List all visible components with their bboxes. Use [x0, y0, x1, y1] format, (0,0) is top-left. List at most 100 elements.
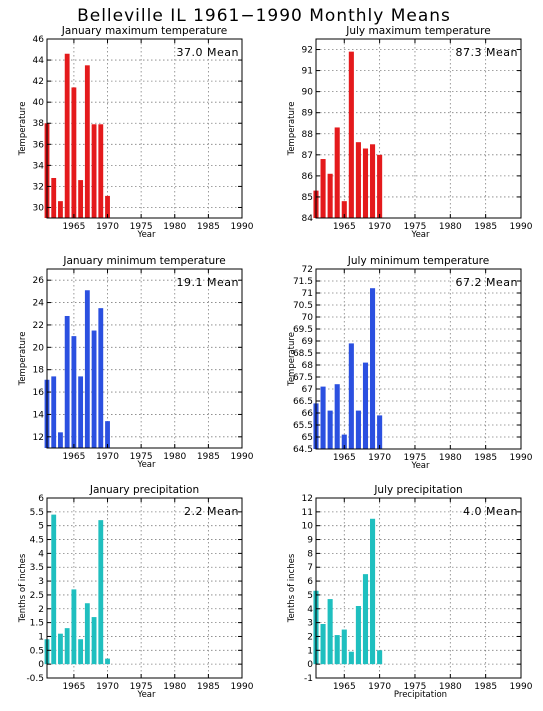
x-tick-label: 1990 [510, 222, 533, 232]
y-tick-label: 64.5 [293, 445, 313, 455]
x-tick-label: 1970 [96, 452, 119, 462]
y-tick-label: 44 [33, 56, 45, 66]
x-tick-label: 1975 [130, 222, 153, 232]
x-axis-label: Precipitation [394, 690, 447, 700]
chart-panel-jul-min-temp: 64.5 65 65.5 66 66.5 67 67.5 68 68.5 69 69.5 70 70.5… [287, 255, 533, 471]
y-tick-label: 90 [302, 88, 314, 98]
y-tick-label: 22 [33, 321, 44, 331]
bar-1966 [78, 180, 84, 218]
bar-1967 [84, 603, 90, 665]
y-tick-label: 14 [33, 410, 45, 420]
y-tick-label: 5 [307, 591, 313, 601]
y-tick-label: 66.5 [293, 397, 313, 407]
x-tick-label: 1990 [510, 453, 533, 463]
y-axis-label: Tenths of inches [287, 553, 297, 623]
y-tick-label: -1 [304, 674, 313, 684]
bar-1968 [362, 362, 369, 449]
y-axis-label: Temperature [18, 102, 28, 157]
bar-1966 [78, 639, 84, 665]
y-tick-label: 30 [33, 203, 45, 213]
y-tick-label: 72 [302, 265, 313, 275]
bar-1966 [348, 651, 354, 665]
plot-frame [46, 497, 243, 679]
y-tick-label: 70.5 [293, 301, 313, 311]
bar-1968 [91, 124, 97, 218]
bar-1970 [377, 154, 383, 218]
y-tick-label: 34 [33, 161, 45, 171]
x-tick-label: 1985 [474, 453, 497, 463]
chart-panel-jul-max-temp: 84 85 86 87 88 89 90 91 92 1965 1970 1975 1980 1985 19… [287, 25, 533, 240]
plot-frame [46, 268, 243, 449]
bar-1970 [105, 195, 110, 218]
x-tick-label: 1965 [62, 452, 85, 462]
x-tick-label: 1965 [333, 453, 356, 463]
x-tick-label: 1980 [439, 682, 462, 692]
y-tick-label: 24 [33, 299, 45, 309]
bar-1963 [58, 432, 63, 448]
y-axis-label: Temperature [287, 332, 297, 387]
bar-1969 [98, 520, 104, 665]
bar-1963 [58, 201, 63, 218]
y-tick-label: 0 [38, 660, 44, 670]
x-tick-label: 1965 [62, 222, 85, 232]
bar-1967 [355, 606, 361, 665]
x-tick-label: 1985 [474, 222, 497, 232]
y-tick-label: 0 [307, 660, 313, 670]
panel-title: July maximum temperature [345, 25, 490, 37]
y-tick-label: 4.5 [30, 536, 44, 546]
bar-1970 [377, 650, 383, 665]
x-tick-label: 1970 [96, 222, 119, 232]
bar-1962 [51, 514, 57, 665]
x-tick-label: 1975 [130, 452, 153, 462]
bar-1963 [58, 633, 63, 665]
plot-frame [315, 497, 522, 679]
x-axis-label: Year [411, 230, 431, 240]
x-tick-label: 1975 [404, 453, 427, 463]
bar-1967 [355, 410, 361, 449]
y-tick-label: 4 [38, 549, 44, 559]
panel-title: July precipitation [373, 484, 462, 496]
x-axis-label: Year [411, 461, 431, 471]
bar-1966 [348, 343, 354, 449]
mean-label: 87.3 Mean [456, 46, 518, 59]
y-tick-label: 6 [38, 494, 44, 504]
gridlines [47, 498, 243, 678]
bar-1969 [370, 288, 376, 449]
bar-1967 [355, 142, 361, 218]
bar-1962 [320, 624, 326, 665]
y-tick-label: 5.5 [30, 508, 44, 518]
bar-1962 [320, 159, 326, 218]
bar-1969 [98, 308, 104, 448]
bar-1963 [327, 173, 333, 218]
mean-label: 4.0 Mean [463, 505, 518, 518]
chart-panel-jan-max-temp: 30 32 34 36 38 40 42 44 46 1965 1970 1975 1980 1985 19… [18, 25, 254, 240]
x-tick-label: 1990 [231, 452, 254, 462]
x-tick-label: 1970 [96, 682, 119, 692]
y-tick-label: 65 [302, 433, 313, 443]
y-tick-label: 92 [302, 46, 313, 56]
y-tick-label: 65.5 [293, 421, 313, 431]
y-tick-label: 46 [33, 35, 45, 45]
y-axis-label: Temperature [18, 332, 28, 387]
bar-1964 [334, 384, 340, 449]
bar-1966 [78, 376, 84, 448]
y-axis-label: Temperature [287, 102, 297, 157]
y-tick-label: 5 [38, 522, 44, 532]
x-tick-label: 1970 [368, 222, 391, 232]
bar-1967 [84, 290, 90, 448]
panel-title: January minimum temperature [62, 255, 225, 267]
x-tick-label: 1970 [368, 453, 391, 463]
bar-1965 [341, 434, 347, 449]
y-tick-label: 85 [302, 193, 313, 203]
bar-1968 [91, 617, 97, 665]
y-tick-label: 9 [307, 536, 313, 546]
x-tick-label: 1975 [404, 682, 427, 692]
bar-1964 [334, 127, 340, 218]
x-tick-label: 1980 [439, 222, 462, 232]
x-tick-label: 1965 [333, 682, 356, 692]
mean-label: 19.1 Mean [177, 276, 239, 289]
bar-1964 [64, 53, 70, 218]
mean-label: 67.2 Mean [456, 276, 518, 289]
bar-1970 [377, 415, 383, 449]
x-tick-label: 1985 [197, 452, 220, 462]
